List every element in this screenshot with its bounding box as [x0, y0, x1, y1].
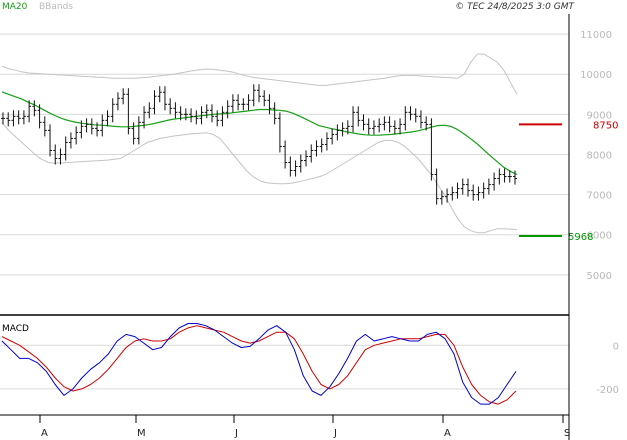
x-tick-label: A — [41, 428, 48, 439]
price-y-tick-label: 11000 — [580, 30, 612, 41]
price-series — [1, 53, 518, 234]
price-plot-area — [0, 14, 569, 315]
price-y-tick-label: 6000 — [587, 231, 612, 242]
x-tick-label: S — [564, 428, 570, 439]
macd-line — [1, 323, 517, 405]
macd-y-ticks: 0 -200 — [596, 341, 619, 396]
x-tick-label: J — [333, 428, 337, 439]
legend-ma20: MA20 — [2, 2, 28, 12]
x-tick-label: J — [234, 428, 238, 439]
macd-panel: 0 -200 — [0, 323, 619, 405]
support-label: 5968 — [568, 232, 593, 243]
price-panel: 11000 10000 9000 8000 7000 6000 5000 8750 5968 — [0, 14, 618, 315]
price-y-tick-label: 7000 — [587, 191, 612, 202]
macd-series — [1, 323, 517, 405]
price-y-tick-label: 10000 — [580, 70, 612, 81]
price-y-tick-label: 5000 — [587, 271, 612, 282]
price-y-tick-label: 9000 — [587, 110, 612, 121]
legend-bbands: BBands — [39, 2, 73, 12]
resistance-label: 8750 — [593, 120, 618, 131]
macd-signal-line — [1, 325, 517, 405]
timestamp: © TEC 24/8/2025 3:0 GMT — [455, 2, 575, 12]
price-gridlines — [0, 33, 569, 276]
macd-y-tick-label: 0 — [613, 341, 619, 352]
bbands-upper-line — [1, 53, 518, 95]
x-tick-label: M — [137, 428, 146, 439]
price-y-tick-label: 8000 — [587, 150, 612, 161]
macd-gridlines — [0, 344, 569, 390]
macd-y-tick-label: -200 — [596, 385, 619, 396]
price-levels: 8750 5968 — [519, 120, 618, 243]
x-tick-label: A — [444, 428, 451, 439]
price-y-ticks: 11000 10000 9000 8000 7000 6000 5000 — [580, 30, 612, 282]
macd-title: MACD — [2, 324, 29, 334]
